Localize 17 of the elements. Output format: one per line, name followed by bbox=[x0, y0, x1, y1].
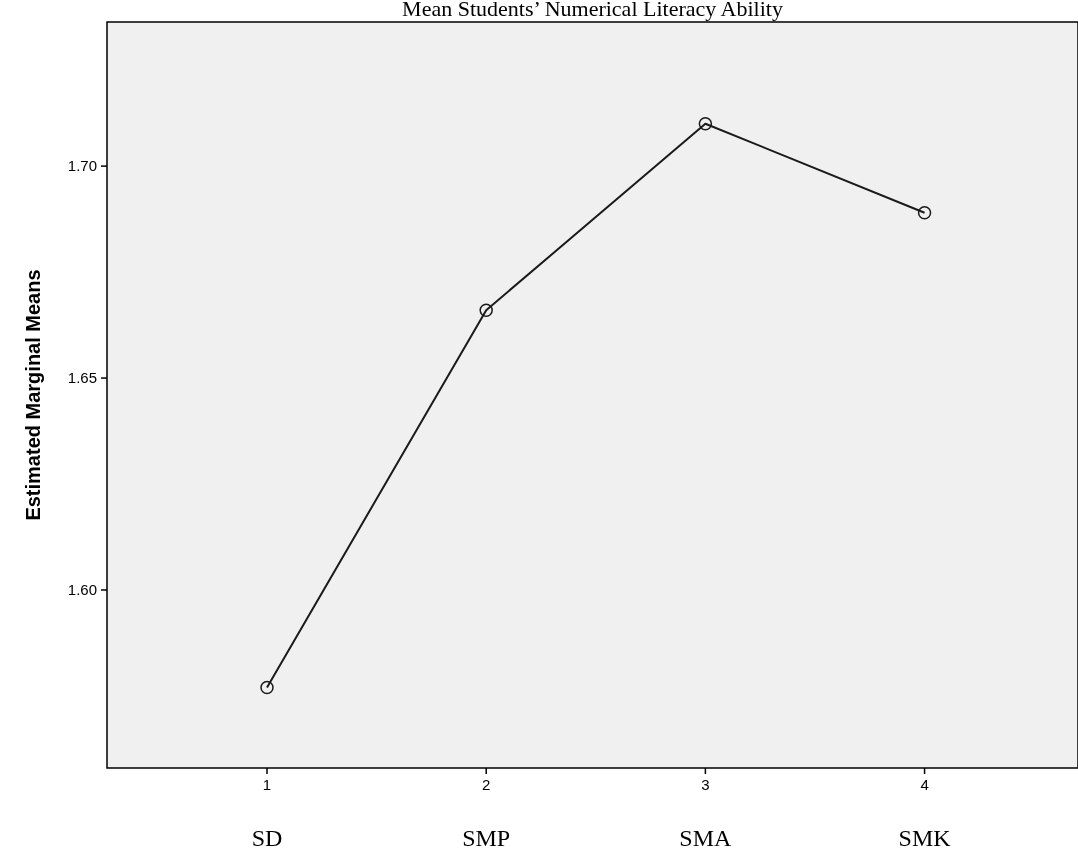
y-tick-label: 1.60 bbox=[67, 581, 97, 599]
y-tick-label: 1.65 bbox=[67, 369, 97, 387]
x-tick-label: 1 bbox=[262, 776, 272, 793]
y-tick-label: 1.70 bbox=[67, 157, 97, 175]
point bbox=[260, 680, 274, 695]
x-tick-label: 4 bbox=[920, 776, 929, 793]
y-axis-title: Estimated Marginal Means bbox=[22, 269, 44, 521]
point bbox=[698, 116, 713, 131]
x-tick-label: 3 bbox=[701, 776, 710, 793]
text: SMA bbox=[679, 825, 733, 851]
x-tick-label: 2 bbox=[482, 776, 491, 793]
chart-title: Mean Students’ Numerical Literacy Ability bbox=[402, 0, 783, 21]
text: SMK bbox=[898, 825, 952, 851]
point bbox=[917, 205, 932, 220]
text: SMP bbox=[462, 825, 511, 851]
point bbox=[479, 303, 493, 317]
text: SD bbox=[251, 825, 283, 851]
